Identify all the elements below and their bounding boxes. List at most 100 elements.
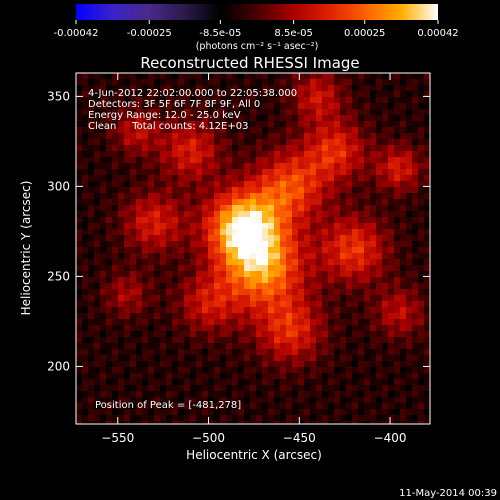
heatmap-cell <box>106 295 112 301</box>
heatmap-cell <box>100 157 106 163</box>
heatmap-cell <box>370 127 376 133</box>
heatmap-cell <box>208 415 214 421</box>
heatmap-cell <box>184 367 190 373</box>
heatmap-cell <box>292 169 298 175</box>
heatmap-cell <box>184 355 190 361</box>
heatmap-cell <box>232 313 238 319</box>
heatmap-cell <box>352 109 358 115</box>
heatmap-cell <box>172 361 178 367</box>
heatmap-cell <box>172 235 178 241</box>
heatmap-cell <box>370 109 376 115</box>
heatmap-cell <box>298 229 304 235</box>
heatmap-cell <box>346 229 352 235</box>
heatmap-cell <box>286 277 292 283</box>
heatmap-cell <box>94 307 100 313</box>
heatmap-cell <box>370 145 376 151</box>
heatmap-cell <box>424 277 430 283</box>
heatmap-cell <box>214 361 220 367</box>
heatmap-cell <box>304 109 310 115</box>
plot-frame <box>75 72 431 425</box>
heatmap-cell <box>82 97 88 103</box>
heatmap-cell <box>124 337 130 343</box>
heatmap-cell <box>358 205 364 211</box>
heatmap-cell <box>208 115 214 121</box>
heatmap-cell <box>208 331 214 337</box>
heatmap-cell <box>118 235 124 241</box>
heatmap-cell <box>376 139 382 145</box>
heatmap-cell <box>154 235 160 241</box>
heatmap-cell <box>196 283 202 289</box>
heatmap-cell <box>286 361 292 367</box>
heatmap-cell <box>358 217 364 223</box>
heatmap-cell <box>304 409 310 415</box>
heatmap-cell <box>136 283 142 289</box>
heatmap-cell <box>388 241 394 247</box>
heatmap-cell <box>142 85 148 91</box>
heatmap-cell <box>208 319 214 325</box>
heatmap-cell <box>400 355 406 361</box>
heatmap-cell <box>76 187 82 193</box>
heatmap-cell <box>238 271 244 277</box>
heatmap-cell <box>250 193 256 199</box>
heatmap-cell <box>202 193 208 199</box>
heatmap-cell <box>364 253 370 259</box>
heatmap-cell <box>244 307 250 313</box>
heatmap-cell <box>262 415 268 421</box>
heatmap-cell <box>214 205 220 211</box>
heatmap-cell <box>298 343 304 349</box>
heatmap-cell <box>106 301 112 307</box>
heatmap-cell <box>142 103 148 109</box>
heatmap-cell <box>334 169 340 175</box>
heatmap-cell <box>316 331 322 337</box>
heatmap-cell <box>316 397 322 403</box>
heatmap-cell <box>268 151 274 157</box>
heatmap-cell <box>280 229 286 235</box>
heatmap-cell <box>394 109 400 115</box>
heatmap-cell <box>148 229 154 235</box>
heatmap-cell <box>346 217 352 223</box>
heatmap-cell <box>352 391 358 397</box>
heatmap-cell <box>76 403 82 409</box>
heatmap-cell <box>256 223 262 229</box>
heatmap-cell <box>358 337 364 343</box>
heatmap-cell <box>124 343 130 349</box>
heatmap-cell <box>262 229 268 235</box>
heatmap-cell <box>358 271 364 277</box>
heatmap-cell <box>220 367 226 373</box>
heatmap-cell <box>124 151 130 157</box>
heatmap-cell <box>400 241 406 247</box>
heatmap-cell <box>304 313 310 319</box>
heatmap-cell <box>220 235 226 241</box>
heatmap-cell <box>136 133 142 139</box>
heatmap-cell <box>82 343 88 349</box>
heatmap-cell <box>340 367 346 373</box>
heatmap-cell <box>352 343 358 349</box>
heatmap-cell <box>142 241 148 247</box>
heatmap-cell <box>184 349 190 355</box>
heatmap-cell <box>226 313 232 319</box>
heatmap-cell <box>280 97 286 103</box>
heatmap-cell <box>382 331 388 337</box>
heatmap-cell <box>310 307 316 313</box>
heatmap-cell <box>82 217 88 223</box>
heatmap-cell <box>214 151 220 157</box>
heatmap-cell <box>280 181 286 187</box>
heatmap-cell <box>292 241 298 247</box>
heatmap-cell <box>388 193 394 199</box>
heatmap-cell <box>298 421 304 424</box>
heatmap-cell <box>178 241 184 247</box>
heatmap-cell <box>160 85 166 91</box>
heatmap-cell <box>310 157 316 163</box>
heatmap-cell <box>328 85 334 91</box>
heatmap-cell <box>184 163 190 169</box>
heatmap-cell <box>154 337 160 343</box>
heatmap-cell <box>202 79 208 85</box>
heatmap-cell <box>250 229 256 235</box>
heatmap-cell <box>232 415 238 421</box>
heatmap-cell <box>364 121 370 127</box>
heatmap-cell <box>316 217 322 223</box>
heatmap-cell <box>274 331 280 337</box>
heatmap-cell <box>196 85 202 91</box>
heatmap-cell <box>400 253 406 259</box>
heatmap-cell <box>214 289 220 295</box>
